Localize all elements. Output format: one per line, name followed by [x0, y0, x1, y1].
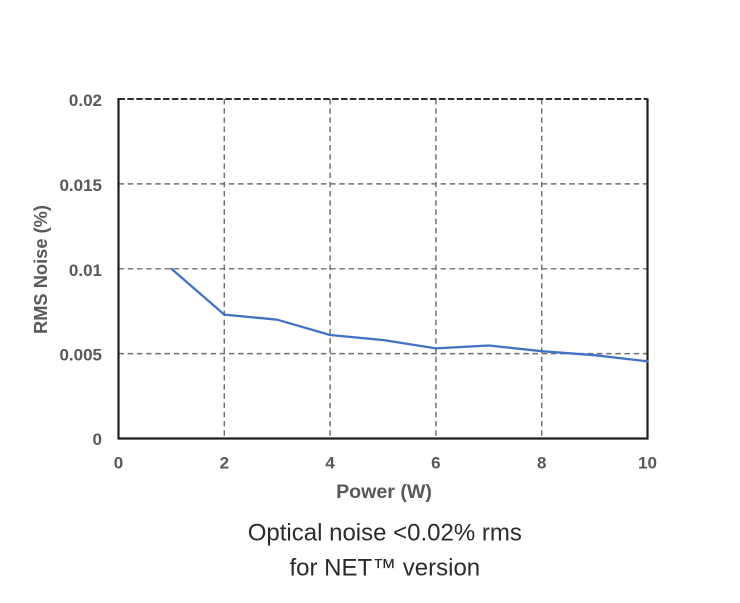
- svg-text:0.01: 0.01: [69, 261, 102, 280]
- svg-text:for NET™ version: for NET™ version: [289, 555, 480, 582]
- svg-text:0: 0: [93, 430, 102, 449]
- svg-text:Power (W): Power (W): [336, 481, 432, 503]
- svg-text:10: 10: [638, 454, 657, 473]
- svg-text:0.005: 0.005: [59, 346, 102, 365]
- svg-text:RMS Noise (%): RMS Noise (%): [30, 205, 51, 334]
- svg-text:0.02: 0.02: [69, 91, 102, 110]
- svg-text:8: 8: [537, 454, 546, 473]
- svg-text:0.015: 0.015: [59, 176, 102, 195]
- svg-text:0: 0: [114, 454, 123, 473]
- svg-text:Optical noise <0.02% rms: Optical noise <0.02% rms: [248, 520, 522, 547]
- svg-text:6: 6: [431, 454, 440, 473]
- svg-text:2: 2: [220, 454, 229, 473]
- svg-text:4: 4: [325, 454, 335, 473]
